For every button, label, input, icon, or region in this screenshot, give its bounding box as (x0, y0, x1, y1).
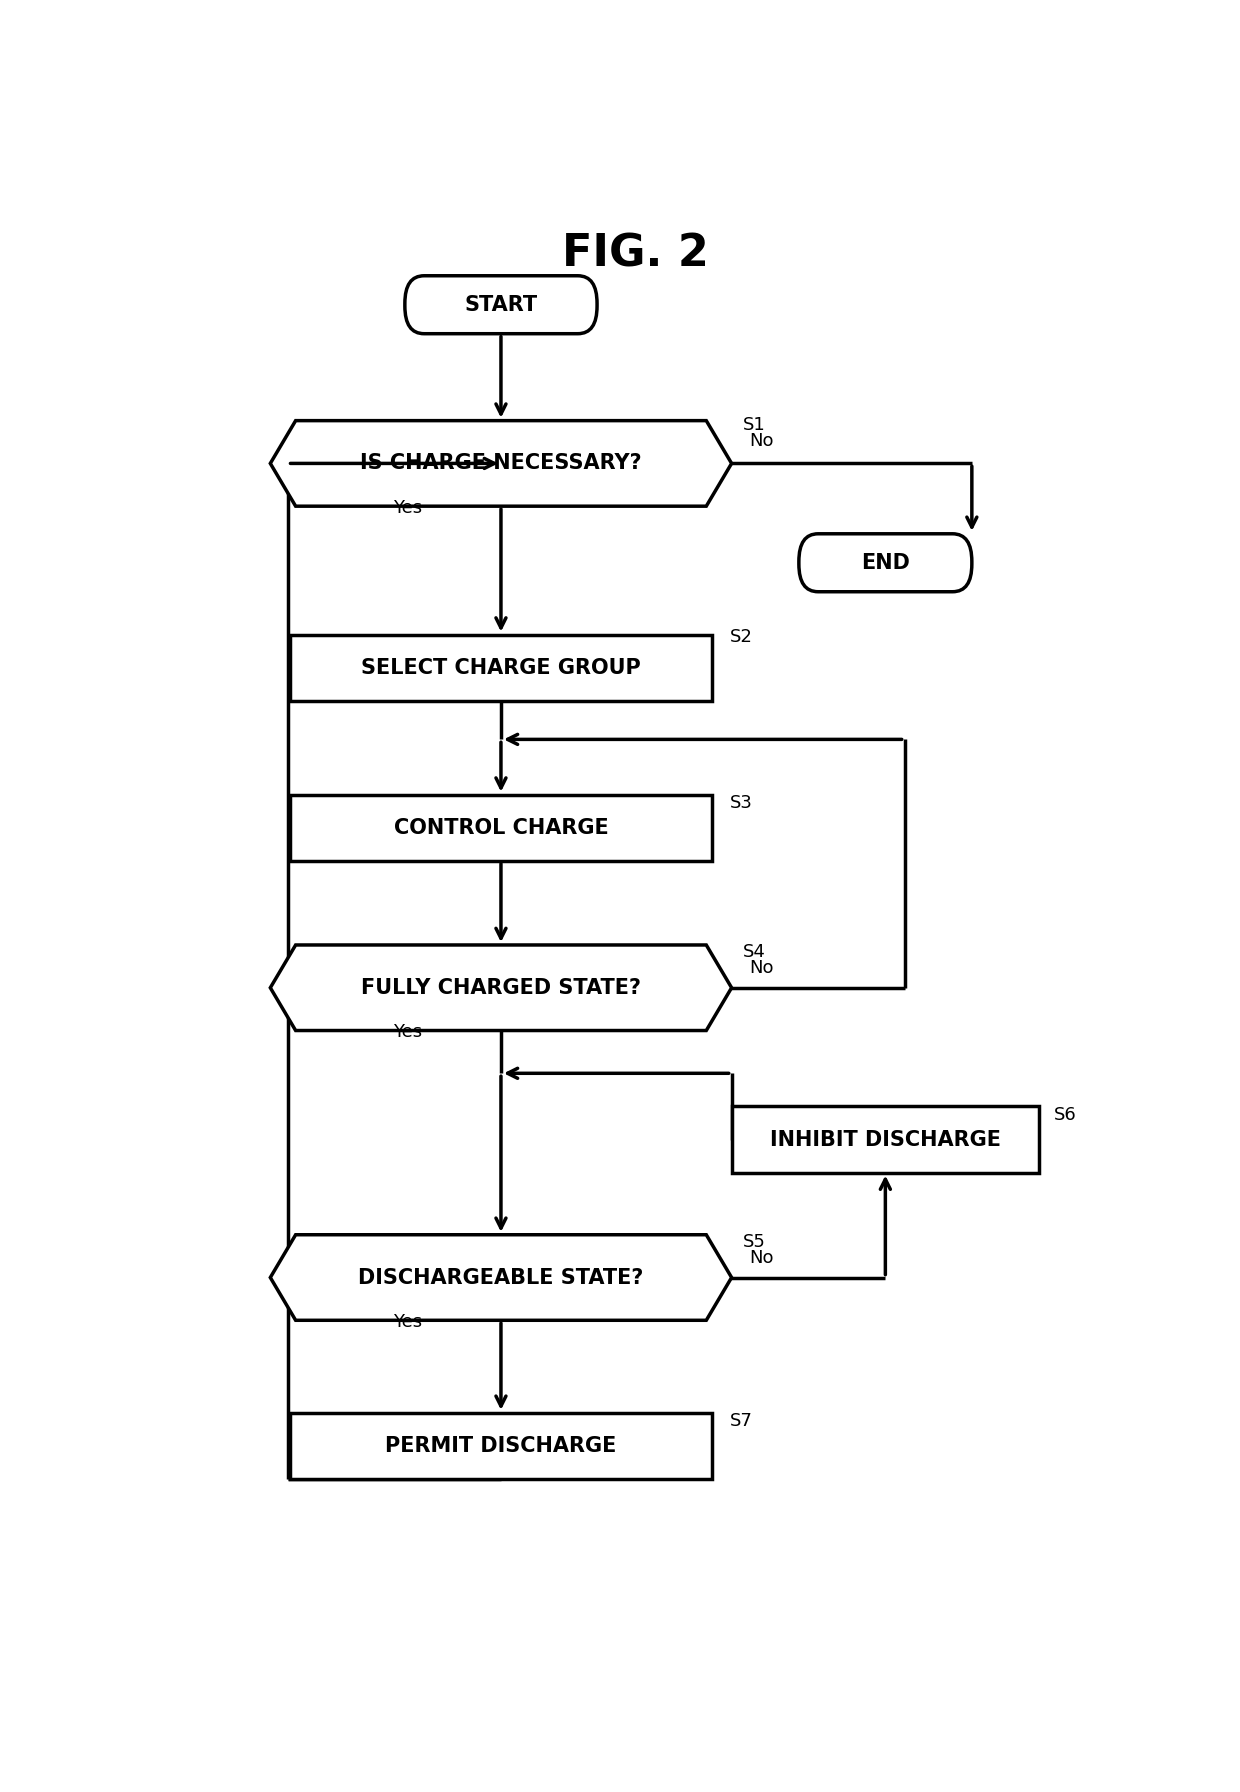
Text: INHIBIT DISCHARGE: INHIBIT DISCHARGE (770, 1129, 1001, 1149)
Text: SELECT CHARGE GROUP: SELECT CHARGE GROUP (361, 658, 641, 677)
Text: S2: S2 (729, 629, 753, 647)
Bar (289, 634, 712, 701)
Text: S6: S6 (1054, 1106, 1076, 1124)
Text: S5: S5 (743, 1233, 766, 1251)
Bar (289, 1412, 712, 1478)
Bar (289, 794, 712, 860)
FancyBboxPatch shape (799, 534, 972, 591)
Text: Yes: Yes (393, 1314, 423, 1331)
Text: CONTROL CHARGE: CONTROL CHARGE (393, 817, 609, 837)
Text: S3: S3 (729, 794, 753, 812)
Bar (732, 1106, 1039, 1172)
Text: FULLY CHARGED STATE?: FULLY CHARGED STATE? (361, 978, 641, 998)
Text: PERMIT DISCHARGE: PERMIT DISCHARGE (386, 1435, 616, 1455)
Text: S1: S1 (743, 416, 766, 434)
Text: START: START (465, 294, 537, 315)
Text: S7: S7 (729, 1412, 753, 1430)
Text: Yes: Yes (393, 498, 423, 516)
Polygon shape (270, 421, 732, 505)
Polygon shape (270, 944, 732, 1030)
Text: No: No (749, 432, 774, 450)
Text: FIG. 2: FIG. 2 (562, 233, 709, 276)
FancyBboxPatch shape (404, 276, 596, 333)
Text: DISCHARGEABLE STATE?: DISCHARGEABLE STATE? (358, 1267, 644, 1287)
Polygon shape (270, 1235, 732, 1321)
Text: IS CHARGE NECESSARY?: IS CHARGE NECESSARY? (360, 453, 642, 473)
Text: S4: S4 (743, 943, 766, 961)
Text: No: No (749, 959, 774, 977)
Text: END: END (861, 552, 910, 573)
Text: Yes: Yes (393, 1023, 423, 1041)
Text: No: No (749, 1249, 774, 1267)
